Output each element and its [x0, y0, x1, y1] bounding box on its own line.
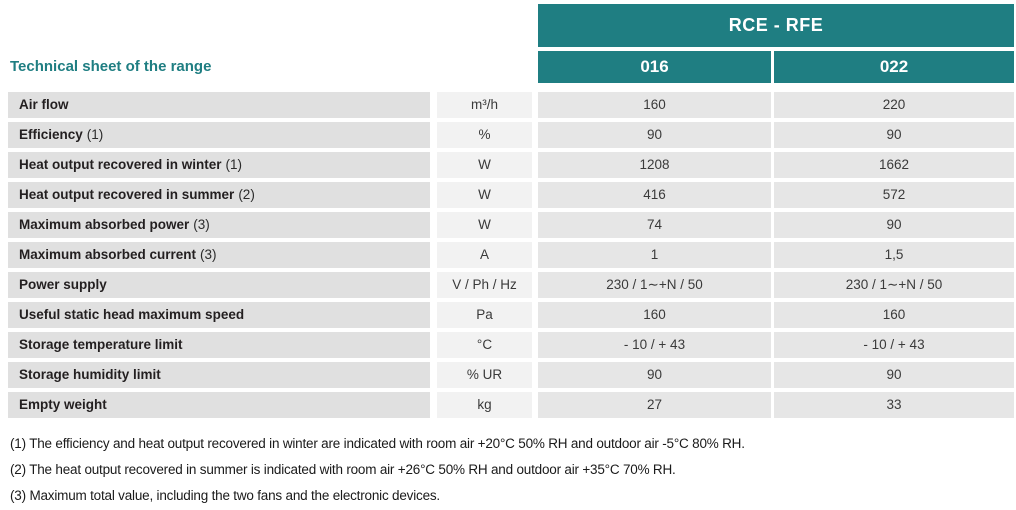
footnote-3: (3) Maximum total value, including the t… — [10, 488, 440, 503]
footnotes: (1) The efficiency and heat output recov… — [10, 431, 1010, 509]
row-value-022: 33 — [774, 392, 1014, 418]
row-label: Efficiency — [19, 127, 83, 142]
table-row-heat-summer: Heat output recovered in summer (2) W 416… — [8, 182, 1014, 208]
row-value-022: 230 / 1∼+N / 50 — [774, 272, 1014, 298]
row-value-016: 74 — [538, 212, 771, 238]
row-label-cell: Storage temperature limit — [8, 332, 430, 358]
row-unit: kg — [437, 392, 532, 418]
row-label-cell: Efficiency (1) — [8, 122, 430, 148]
column-header-016: 016 — [538, 51, 771, 83]
row-label: Air flow — [19, 97, 69, 112]
row-unit: % — [437, 122, 532, 148]
row-value-016: 1 — [538, 242, 771, 268]
row-label: Useful static head maximum speed — [19, 307, 245, 322]
row-value-022: 572 — [774, 182, 1014, 208]
row-label: Heat output recovered in winter — [19, 157, 222, 172]
row-unit: V / Ph / Hz — [437, 272, 532, 298]
row-label-cell: Useful static head maximum speed — [8, 302, 430, 328]
row-unit: W — [437, 182, 532, 208]
row-label-cell: Air flow — [8, 92, 430, 118]
table-row-empty-weight: Empty weight kg 27 33 — [8, 392, 1014, 418]
row-unit: Pa — [437, 302, 532, 328]
row-value-022: 1,5 — [774, 242, 1014, 268]
row-value-016: 1208 — [538, 152, 771, 178]
row-label: Storage humidity limit — [19, 367, 161, 382]
row-unit: °C — [437, 332, 532, 358]
row-value-016: 27 — [538, 392, 771, 418]
row-label: Empty weight — [19, 397, 107, 412]
row-value-016: 90 — [538, 122, 771, 148]
page-title: Technical sheet of the range — [10, 58, 212, 75]
row-value-022: 90 — [774, 362, 1014, 388]
row-unit: W — [437, 212, 532, 238]
table-row-max-power: Maximum absorbed power (3) W 74 90 — [8, 212, 1014, 238]
table-row-max-current: Maximum absorbed current (3) A 1 1,5 — [8, 242, 1014, 268]
row-value-016: 230 / 1∼+N / 50 — [538, 272, 771, 298]
row-value-022: 90 — [774, 212, 1014, 238]
row-value-016: 90 — [538, 362, 771, 388]
row-label: Heat output recovered in summer — [19, 187, 235, 202]
row-unit: A — [437, 242, 532, 268]
row-label: Storage temperature limit — [19, 337, 183, 352]
row-unit: % UR — [437, 362, 532, 388]
row-unit: W — [437, 152, 532, 178]
row-label-cell: Maximum absorbed current (3) — [8, 242, 430, 268]
row-note-ref: (3) — [193, 217, 210, 232]
row-note-ref: (2) — [238, 187, 255, 202]
table-row-efficiency: Efficiency (1) % 90 90 — [8, 122, 1014, 148]
row-value-016: - 10 / + 43 — [538, 332, 771, 358]
row-label: Maximum absorbed power — [19, 217, 190, 232]
table-row-power-supply: Power supply V / Ph / Hz 230 / 1∼+N / 50… — [8, 272, 1014, 298]
range-group-header: RCE - RFE — [538, 4, 1014, 47]
row-value-022: 220 — [774, 92, 1014, 118]
row-value-022: - 10 / + 43 — [774, 332, 1014, 358]
table-row-storage-humidity: Storage humidity limit % UR 90 90 — [8, 362, 1014, 388]
row-note-ref: (1) — [225, 157, 243, 172]
row-label: Maximum absorbed current — [19, 247, 197, 262]
row-label-cell: Maximum absorbed power (3) — [8, 212, 430, 238]
row-label-cell: Empty weight — [8, 392, 430, 418]
table-row-heat-winter: Heat output recovered in winter (1) W 120… — [8, 152, 1014, 178]
row-value-022: 1662 — [774, 152, 1014, 178]
table-row-storage-temp: Storage temperature limit °C - 10 / + 43… — [8, 332, 1014, 358]
footnote-1: (1) The efficiency and heat output recov… — [10, 436, 745, 451]
footnote-2: (2) The heat output recovered in summer … — [10, 462, 676, 477]
row-label-cell: Heat output recovered in winter (1) — [8, 152, 430, 178]
row-value-016: 160 — [538, 92, 771, 118]
table-row-static-head: Useful static head maximum speed Pa 160 … — [8, 302, 1014, 328]
row-value-016: 416 — [538, 182, 771, 208]
row-value-022: 160 — [774, 302, 1014, 328]
row-value-022: 90 — [774, 122, 1014, 148]
row-unit: m³/h — [437, 92, 532, 118]
row-label-cell: Heat output recovered in summer (2) — [8, 182, 430, 208]
row-label-cell: Power supply — [8, 272, 430, 298]
spec-table: Air flow m³/h 160 220 Efficiency (1) % 90… — [8, 92, 1014, 422]
row-value-016: 160 — [538, 302, 771, 328]
row-note-ref: (1) — [86, 127, 104, 142]
table-row-air-flow: Air flow m³/h 160 220 — [8, 92, 1014, 118]
row-note-ref: (3) — [200, 247, 217, 262]
row-label: Power supply — [19, 277, 107, 292]
column-header-022: 022 — [774, 51, 1014, 83]
row-label-cell: Storage humidity limit — [8, 362, 430, 388]
